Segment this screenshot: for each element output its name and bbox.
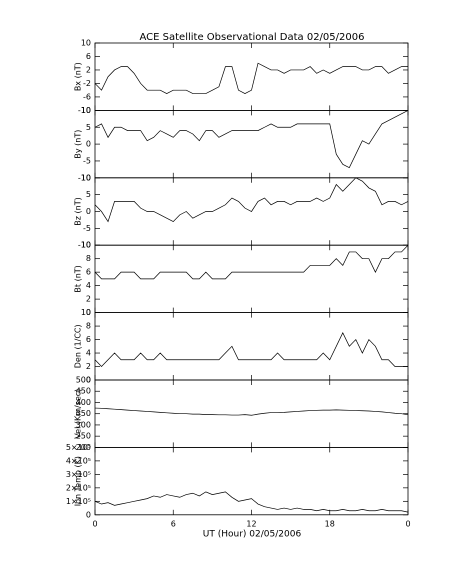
y-tick-label: 5 [86,123,91,132]
data-line [94,407,409,416]
y-tick-label: -5 [83,224,91,233]
panel-frame [94,446,409,516]
data-line [94,177,409,223]
y-axis-label: By (nT) [74,130,83,159]
y-tick-label: 10 [81,39,91,48]
y-tick-label: 5×10⁵ [66,443,91,452]
y-tick-label: -10 [78,173,91,182]
y-tick-label: 2 [86,362,91,371]
data-line [94,62,408,94]
y-tick-label: 2 [86,295,91,304]
y-tick-label: 350 [76,409,91,418]
y-tick-label: 0 [86,510,91,519]
y-tick-label: 10 [81,308,91,317]
panel-frame [94,312,409,381]
y-tick-label: 200 [76,443,91,452]
y-tick-label: 8 [86,254,91,263]
panel-frame [94,42,409,111]
y-tick-label: -10 [78,106,91,115]
x-axis-label: UT (Hour) 02/05/2006 [203,530,302,540]
y-tick-label: 500 [76,376,91,385]
y-tick-label: 4×10⁵ [66,456,91,465]
y-tick-label: -10 [78,241,91,250]
y-tick-label: 10 [81,106,91,115]
y-tick-label: 300 [76,420,91,429]
y-tick-label: -5 [83,156,91,165]
panel-frame [94,379,409,448]
y-tick-label: -6 [83,92,91,101]
y-tick-label: 8 [86,322,91,331]
y-tick-label: 0 [86,140,91,149]
y-tick-label: 6 [86,268,91,277]
y-tick-label: 10 [81,173,91,182]
data-line [94,110,409,169]
y-tick-label: 400 [76,398,91,407]
y-tick-label: 0 [86,207,91,216]
y-tick-label: 1×10⁵ [66,497,91,506]
y-tick-label: 3×10⁵ [66,470,91,479]
y-axis-label: Vel (Km/sec) [74,389,83,439]
y-tick-label: 5 [86,190,91,199]
y-tick-label: 6 [86,335,91,344]
y-axis-label: Ion Temp (K) [74,456,83,506]
x-tick-label: 6 [171,519,176,528]
x-tick-label: 18 [325,519,335,528]
data-line [94,491,409,513]
y-tick-label: 250 [76,432,91,441]
chart-title: ACE Satellite Observational Data 02/05/2… [140,32,365,43]
y-tick-label: 2 [86,65,91,74]
x-tick-label: 0 [92,519,97,528]
y-tick-label: 450 [76,387,91,396]
x-tick-label: 12 [246,519,256,528]
y-axis-label: Bz (nT) [74,197,83,225]
data-line [94,332,408,368]
y-tick-label: 10 [81,241,91,250]
y-axis-label: Den (1/CC) [74,324,83,368]
x-tick-label: 0 [405,519,410,528]
y-tick-label: 4 [86,349,91,358]
y-tick-label: 4 [86,281,91,290]
data-line [94,244,409,280]
y-tick-label: 6 [86,52,91,61]
y-tick-label: 0 [86,308,91,317]
y-tick-label: 2×10⁵ [66,483,91,492]
y-tick-label: 0 [86,376,91,385]
y-tick-label: -2 [83,79,91,88]
y-axis-label: Bt (nT) [74,265,83,292]
y-axis-label: Bx (nT) [74,62,83,91]
